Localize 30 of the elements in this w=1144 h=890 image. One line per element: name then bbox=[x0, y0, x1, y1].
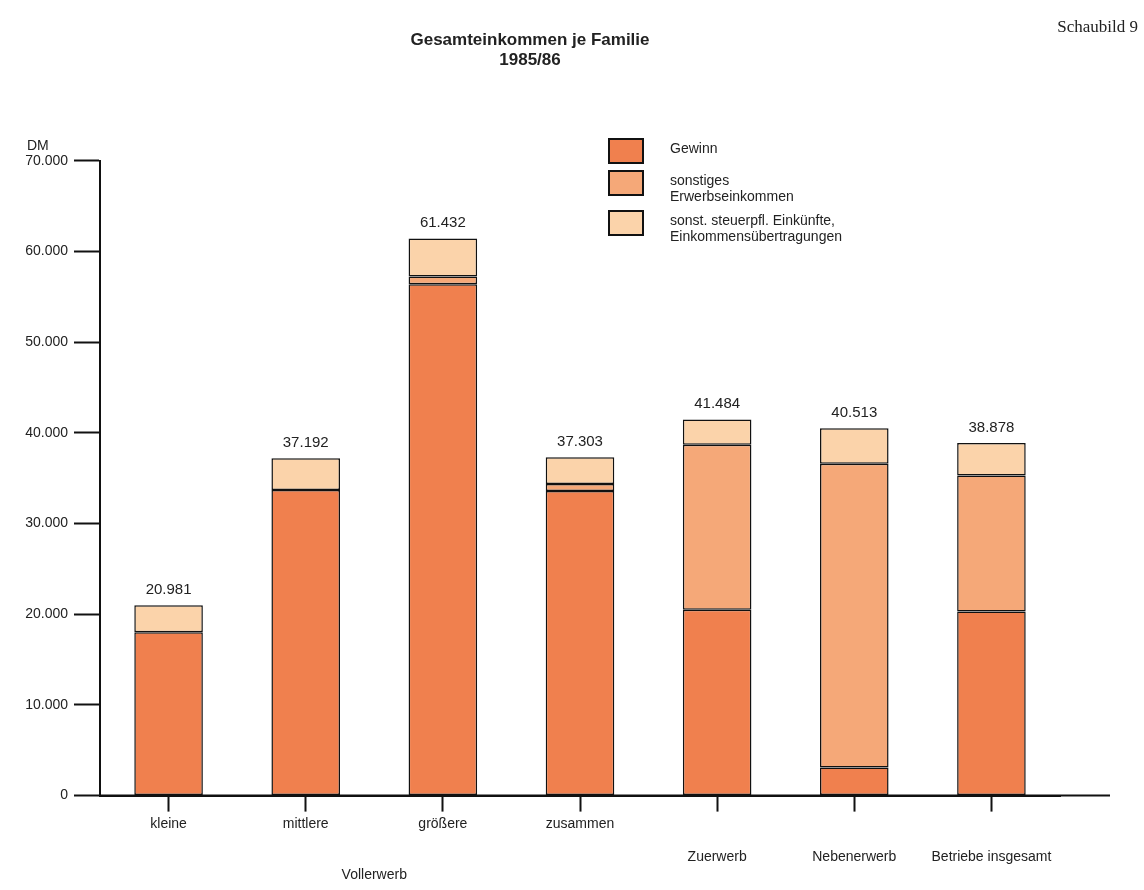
y-tick-label: 40.000 bbox=[25, 423, 69, 440]
total-label: 37.303 bbox=[557, 431, 603, 449]
y-tick-label: 70.000 bbox=[25, 151, 69, 168]
total-label: 61.432 bbox=[419, 213, 466, 231]
y-tick-label: 50.000 bbox=[25, 333, 69, 350]
legend-label: Gewinn bbox=[670, 139, 718, 156]
x-tick-label: Betriebe insgesamt bbox=[931, 848, 1052, 865]
text: Vollerwerb bbox=[341, 866, 408, 883]
legend-label: sonst. steuerpfl. Einkünfte, Einkommensübertragungen bbox=[670, 211, 843, 244]
total-label: 20.981 bbox=[145, 579, 192, 597]
total-label: 37.192 bbox=[282, 432, 329, 450]
legend-label: sonstiges Erwerbseinkommen bbox=[670, 171, 795, 204]
y-tick-label: 30.000 bbox=[25, 514, 69, 531]
x-tick-label: Zuerwerb bbox=[687, 848, 747, 865]
total-label: 40.513 bbox=[831, 402, 878, 420]
chart-title: Gesamteinkommen je Familie bbox=[410, 29, 650, 49]
x-tick-label: zusammen bbox=[545, 814, 615, 831]
x-tick-label: Nebenerwerb bbox=[812, 848, 897, 865]
text: Schaubild 9 bbox=[1057, 17, 1138, 37]
y-tick-label: 20.000 bbox=[25, 605, 69, 622]
x-tick-label: mittlere bbox=[282, 814, 329, 831]
y-axis-title: DM bbox=[27, 136, 49, 153]
x-tick-label: größere bbox=[418, 814, 468, 831]
y-tick-label: 0 bbox=[60, 786, 69, 803]
y-tick-label: 10.000 bbox=[25, 695, 69, 712]
total-label: 38.878 bbox=[968, 417, 1015, 435]
total-label: 41.484 bbox=[694, 394, 741, 412]
chart-subtitle: 1985/86 bbox=[499, 50, 561, 70]
x-tick-label: kleine bbox=[150, 814, 188, 831]
y-tick-label: 60.000 bbox=[25, 242, 69, 259]
